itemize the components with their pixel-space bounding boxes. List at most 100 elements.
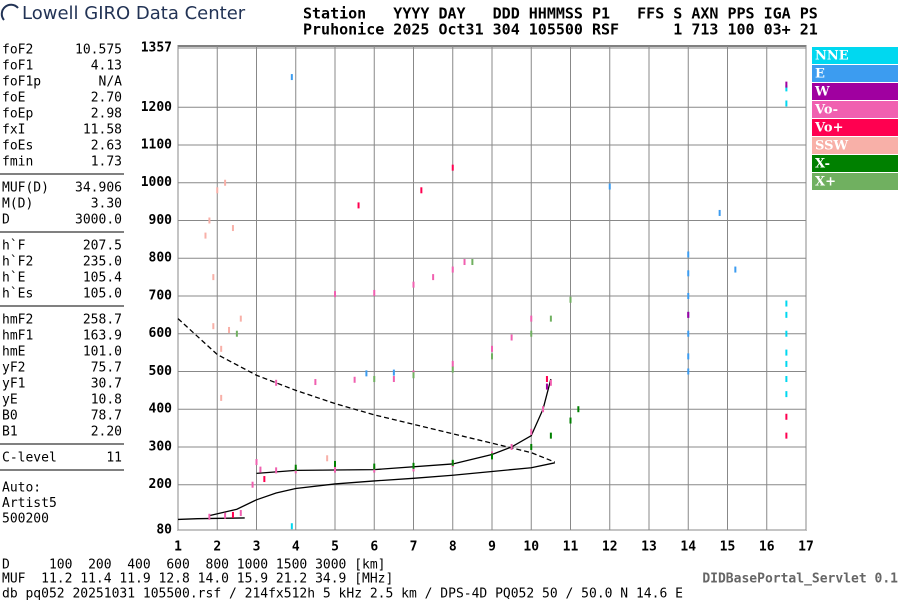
param-label: h`F2 [2, 255, 33, 270]
echo-point [259, 466, 262, 473]
echo-point [208, 513, 211, 520]
param-label: foEp [2, 107, 33, 122]
param-value: 3.30 [91, 197, 122, 212]
trace-line [177, 517, 245, 521]
echo-point [687, 292, 690, 299]
x-tick-label: 16 [759, 540, 775, 555]
echo-point [687, 353, 690, 360]
echo-point [785, 85, 788, 92]
echo-point [491, 353, 493, 360]
echo-point [373, 466, 376, 473]
param-value: 11 [106, 451, 122, 466]
echo-point [530, 315, 533, 322]
legend-label: X- [815, 157, 830, 172]
param-label: yF1 [2, 377, 25, 392]
param-label: foF2 [2, 43, 33, 58]
echo-point [545, 383, 548, 390]
header-line: Pruhonice 2025 Oct31 304 105500 RSF 1 71… [303, 21, 818, 39]
echo-point [314, 379, 317, 386]
legend-label: X+ [815, 175, 836, 190]
echo-point [212, 274, 215, 281]
param-value: 1.73 [91, 155, 122, 170]
param-value: 258.7 [83, 313, 122, 328]
x-tick-label: 8 [449, 540, 457, 555]
y-tick-label: 400 [149, 402, 173, 417]
artist-line: Auto: [2, 481, 41, 496]
param-label: C-level [2, 451, 57, 466]
echo-point [510, 334, 513, 341]
echo-point [334, 460, 336, 467]
legend-swatch [812, 47, 898, 64]
echo-point [785, 330, 788, 337]
param-value: 4.13 [91, 59, 122, 74]
servlet-label: DIDBasePortal_Servlet 0.1 [702, 572, 898, 587]
param-value: N/A [99, 75, 123, 90]
echo-point [255, 459, 258, 466]
param-label: hmF2 [2, 313, 33, 328]
legend-label: Vo- [814, 103, 838, 118]
echo-point [530, 330, 533, 337]
param-label: B1 [2, 425, 18, 440]
echo-point [208, 217, 211, 224]
param-value: 105.0 [83, 287, 122, 302]
header-line: Station YYYY DAY DDD HHMMSS P1 FFS S AXN… [303, 5, 818, 23]
legend-label: W [814, 85, 830, 100]
echo-point [451, 164, 454, 171]
echo-point [463, 259, 466, 266]
echo-point [785, 81, 788, 88]
y-tick-label: 1357 [141, 41, 172, 56]
footer-line: db pq052 20251031 105500.rsf / 214fx512h… [2, 587, 683, 600]
y-tick-label: 500 [149, 364, 173, 379]
echo-point [392, 369, 395, 376]
echo-point [420, 187, 423, 194]
x-tick-label: 2 [213, 540, 221, 555]
echo-point [334, 466, 336, 473]
param-label: h`Es [2, 287, 33, 302]
echo-point [365, 370, 368, 377]
param-label: hmF1 [2, 329, 33, 344]
echo-point [545, 376, 548, 383]
echo-point [412, 372, 415, 379]
artist-line: Artist5 [2, 496, 57, 511]
echo-point [263, 476, 266, 483]
echo-point [687, 270, 690, 277]
legend-label: E [815, 67, 825, 82]
x-tick-label: 17 [798, 540, 814, 555]
param-value: 11.58 [83, 123, 122, 138]
y-tick-label: 80 [156, 523, 172, 538]
x-tick-label: 1 [174, 540, 182, 555]
echo-point [785, 300, 788, 307]
param-value: 207.5 [83, 239, 122, 254]
y-tick-label: 700 [149, 288, 173, 303]
param-label: yE [2, 393, 18, 408]
echo-point [224, 512, 227, 519]
x-tick-label: 11 [563, 540, 579, 555]
param-label: foF1 [2, 59, 33, 74]
param-value: 78.7 [91, 409, 122, 424]
echo-point [491, 345, 493, 352]
echo-point [275, 379, 278, 386]
echo-point [718, 209, 721, 216]
echo-point [687, 330, 690, 337]
echo-point [687, 311, 690, 318]
param-value: 75.7 [91, 361, 122, 376]
legend-swatch [812, 101, 898, 118]
legend-swatch [812, 119, 898, 136]
footer-line: MUF 11.2 11.4 11.9 12.8 14.0 15.9 21.2 3… [2, 572, 393, 587]
echo-point [239, 510, 242, 517]
echo-point [451, 360, 454, 367]
echo-point [530, 428, 533, 435]
echo-point [294, 464, 297, 471]
x-tick-label: 13 [641, 540, 657, 555]
echo-point [357, 202, 360, 209]
param-label: fmin [2, 155, 33, 170]
x-tick-label: 15 [720, 540, 736, 555]
param-value: 10.575 [75, 43, 122, 58]
x-tick-label: 6 [370, 540, 378, 555]
echo-point [212, 323, 215, 330]
legend-swatch [812, 173, 898, 190]
param-label: foE [2, 91, 25, 106]
echo-point [734, 266, 737, 273]
echo-point [204, 232, 207, 239]
